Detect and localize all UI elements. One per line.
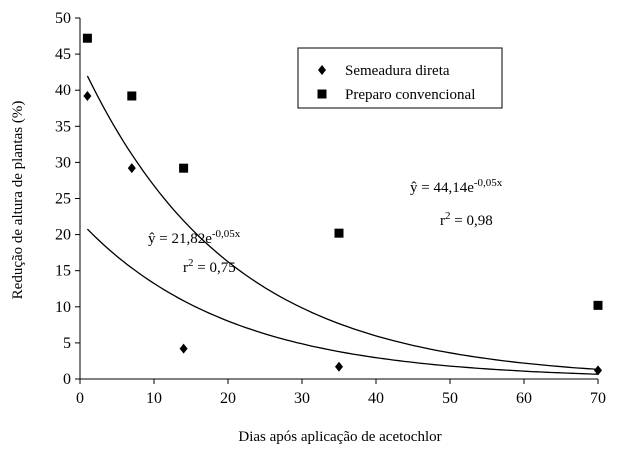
y-tick-label: 30	[55, 154, 71, 171]
r-sup: 2	[188, 257, 194, 269]
x-tick-label: 30	[294, 390, 310, 407]
r-squared: r2 = 0,98	[440, 210, 493, 229]
legend-label: Preparo convencional	[345, 87, 475, 103]
data-point	[82, 33, 92, 43]
r-symbol: r	[440, 213, 445, 229]
y-tick-label: 0	[63, 371, 71, 388]
legend-box	[297, 47, 503, 109]
x-axis-label: Dias após aplicação de acetochlor	[238, 429, 441, 445]
y-tick-label: 50	[55, 10, 71, 27]
x-tick-label: 20	[220, 390, 236, 407]
data-point	[594, 365, 602, 376]
r-sup: 2	[445, 210, 451, 222]
data-point	[83, 90, 92, 101]
y-tick-label: 35	[55, 118, 71, 135]
y-tick-label: 5	[63, 335, 71, 352]
r-symbol: r	[183, 260, 188, 276]
data-point	[127, 91, 137, 101]
data-point	[334, 228, 344, 238]
r-squared: r2 = 0,75	[183, 257, 236, 276]
fit-equation: ŷ = 21,82e-0,05x	[148, 228, 241, 247]
x-tick-label: 0	[76, 390, 84, 407]
y-tick-label: 20	[55, 227, 71, 244]
x-tick-label: 60	[516, 390, 532, 407]
equation-text: ŷ = 21,82e	[148, 231, 212, 247]
data-point	[593, 300, 603, 310]
fit-curve	[86, 75, 599, 371]
y-tick-label: 10	[55, 299, 71, 316]
y-tick-label: 45	[55, 46, 71, 63]
y-axis-label: Redução de altura de plantas (%)	[10, 101, 26, 300]
legend-marker	[318, 65, 326, 75]
equation-text: ŷ = 44,14e	[410, 180, 474, 196]
legend-label: Semeadura direta	[345, 63, 450, 79]
data-point	[335, 361, 343, 372]
x-tick-label: 40	[368, 390, 384, 407]
x-tick-label: 50	[442, 390, 458, 407]
equation-exponent: -0,05x	[474, 177, 503, 189]
y-tick-label: 15	[55, 263, 71, 280]
legend-marker	[317, 89, 327, 99]
equation-exponent: -0,05x	[212, 228, 241, 240]
fit-equation: ŷ = 44,14e-0,05x	[410, 177, 503, 196]
y-tick-label: 40	[55, 82, 71, 99]
r-value: = 0,75	[194, 260, 236, 276]
x-tick-label: 10	[146, 390, 162, 407]
fit-curve	[86, 228, 599, 375]
data-point	[179, 343, 188, 354]
y-tick-label: 25	[55, 191, 71, 208]
data-point	[127, 163, 136, 174]
data-point	[179, 163, 189, 173]
r-value: = 0,98	[451, 213, 493, 229]
x-tick-label: 70	[590, 390, 606, 407]
